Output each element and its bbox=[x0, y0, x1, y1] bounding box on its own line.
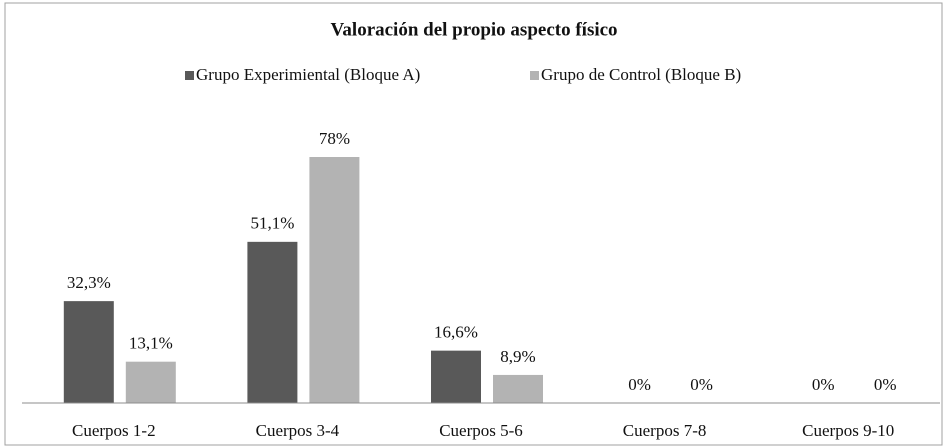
legend-label: Grupo de Control (Bloque B) bbox=[541, 65, 741, 84]
bar bbox=[493, 374, 543, 403]
x-tick-label: Cuerpos 9-10 bbox=[802, 421, 894, 440]
bar bbox=[63, 301, 114, 403]
legend-label: Grupo Experimiental (Bloque A) bbox=[196, 65, 420, 84]
x-tick-label: Cuerpos 1-2 bbox=[72, 421, 156, 440]
legend-swatch bbox=[530, 71, 539, 80]
data-label: 0% bbox=[690, 375, 713, 394]
bar bbox=[431, 350, 481, 403]
data-label: 32,3% bbox=[67, 273, 111, 292]
data-label: 0% bbox=[812, 375, 835, 394]
data-label: 0% bbox=[628, 375, 651, 394]
bar bbox=[125, 361, 176, 403]
data-label: 13,1% bbox=[129, 334, 173, 353]
x-tick-label: Cuerpos 5-6 bbox=[439, 421, 523, 440]
data-label: 16,6% bbox=[434, 323, 478, 342]
x-tick-label: Cuerpos 7-8 bbox=[623, 421, 707, 440]
data-label: 8,9% bbox=[500, 347, 535, 366]
chart-title: Valoración del propio aspecto físico bbox=[330, 19, 617, 40]
data-label: 78% bbox=[319, 129, 350, 148]
data-label: 51,1% bbox=[250, 214, 294, 233]
legend-swatch bbox=[185, 71, 194, 80]
bar bbox=[247, 241, 298, 403]
data-label: 0% bbox=[874, 375, 897, 394]
x-tick-label: Cuerpos 3-4 bbox=[256, 421, 340, 440]
bar bbox=[309, 157, 360, 403]
